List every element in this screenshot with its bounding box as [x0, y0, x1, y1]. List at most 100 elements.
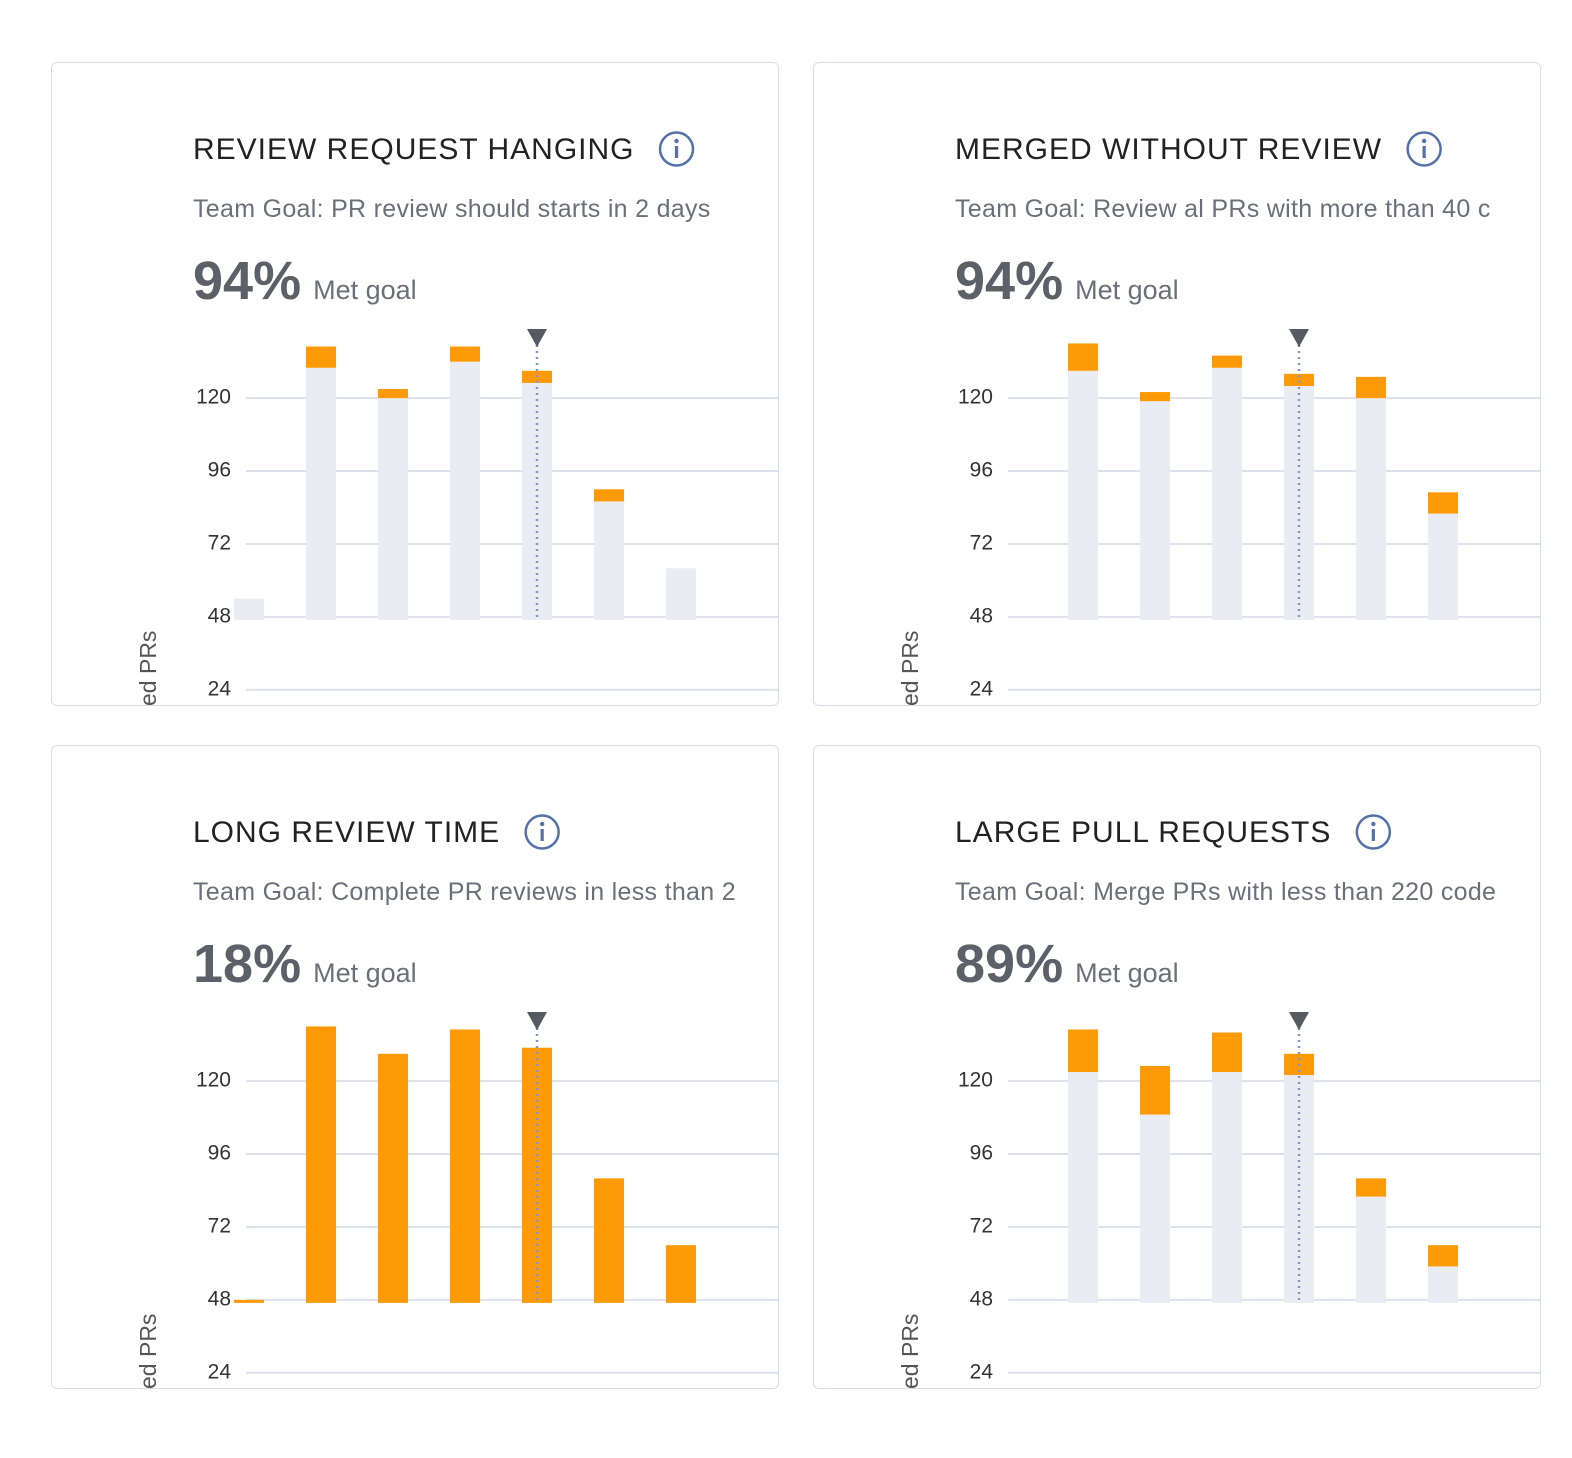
- metric: 94% Met goal: [955, 251, 1179, 311]
- bar-segment: [1356, 398, 1386, 620]
- y-axis-label: ed PRs: [897, 1314, 923, 1388]
- card-title: REVIEW REQUEST HANGING: [193, 133, 635, 166]
- bar-segment: [1140, 401, 1170, 620]
- bar-segment: [1212, 355, 1242, 368]
- bar-segment: [1140, 1114, 1170, 1303]
- y-tick-label: 24: [208, 1360, 232, 1383]
- bar-segment: [666, 1245, 696, 1303]
- info-bar: [1371, 829, 1375, 841]
- bar-segment: [1212, 367, 1242, 620]
- y-tick-label: 120: [196, 1069, 231, 1092]
- bar-segment: [522, 1047, 552, 1303]
- y-tick-label: 120: [196, 386, 231, 409]
- metric: 89% Met goal: [955, 934, 1179, 994]
- info-dot: [674, 138, 679, 144]
- card-title: LONG REVIEW TIME: [193, 816, 500, 849]
- metric-value: 18%: [193, 934, 301, 994]
- bar-segment: [594, 1178, 624, 1303]
- bar-segment: [378, 1053, 408, 1303]
- bar-segment: [450, 361, 480, 620]
- bar-segment: [1284, 373, 1314, 386]
- bar-segment: [1212, 1032, 1242, 1073]
- bar-segment: [306, 367, 336, 620]
- metric-value: 94%: [955, 251, 1063, 311]
- y-tick-label: 96: [970, 459, 993, 482]
- card-subtitle: Team Goal: Complete PR reviews in less t…: [193, 878, 736, 906]
- chart: MERGED WITHOUT REVIEW Team Goal: Review a…: [897, 131, 1540, 705]
- metric: 94% Met goal: [193, 251, 417, 311]
- bar-segment: [306, 346, 336, 368]
- bar-segment: [1140, 392, 1170, 402]
- bar-segment: [594, 489, 624, 502]
- y-tick-label: 24: [970, 1360, 994, 1383]
- chart-card: REVIEW REQUEST HANGING Team Goal: PR revi…: [51, 62, 779, 706]
- info-bar: [540, 829, 544, 841]
- bar-segment: [1356, 1196, 1386, 1303]
- card-subtitle: Team Goal: Merge PRs with less than 220 …: [955, 878, 1496, 906]
- y-tick-label: 72: [970, 1215, 993, 1238]
- y-tick-label: 72: [208, 532, 231, 555]
- card-title: LARGE PULL REQUESTS: [955, 816, 1331, 849]
- info-dot: [1371, 821, 1376, 827]
- chart: REVIEW REQUEST HANGING Team Goal: PR revi…: [135, 131, 778, 705]
- info-circle: [524, 814, 560, 850]
- marker-triangle: [527, 1012, 547, 1030]
- bar-segment: [378, 389, 408, 399]
- y-tick-label: 96: [208, 1142, 231, 1165]
- chart-card: LONG REVIEW TIME Team Goal: Complete PR r…: [51, 745, 779, 1389]
- info-circle: [1355, 814, 1392, 850]
- card-title: MERGED WITHOUT REVIEW: [955, 133, 1382, 166]
- bar-segment: [234, 1299, 264, 1303]
- info-dot: [1421, 138, 1427, 144]
- info-bar: [674, 146, 679, 158]
- bar-segment: [1068, 370, 1098, 620]
- bar-segment: [1356, 1178, 1386, 1197]
- y-tick-label: 96: [208, 459, 231, 482]
- bar-segment: [1428, 492, 1458, 514]
- info-circle: [1406, 131, 1442, 167]
- bar-segment: [1068, 343, 1098, 371]
- marker-triangle: [1289, 1012, 1309, 1030]
- bar-segment: [1428, 1245, 1458, 1267]
- y-tick-label: 48: [208, 1287, 231, 1310]
- marker-triangle: [527, 329, 547, 347]
- y-axis-label: ed PRs: [135, 631, 161, 705]
- y-tick-label: 72: [970, 532, 993, 555]
- y-axis-label: ed PRs: [897, 631, 923, 705]
- metric-label: Met goal: [313, 275, 417, 305]
- bar-segment: [1356, 376, 1386, 399]
- chart: LONG REVIEW TIME Team Goal: Complete PR r…: [135, 814, 778, 1388]
- bar-segment: [234, 598, 264, 620]
- bar-segment: [666, 568, 696, 620]
- metric-value: 94%: [193, 251, 301, 311]
- bar-segment: [1428, 1266, 1458, 1303]
- info-icon[interactable]: [658, 131, 695, 167]
- y-tick-label: 24: [970, 677, 994, 700]
- bar-segment: [306, 1026, 336, 1303]
- marker-triangle: [1289, 329, 1309, 347]
- info-dot: [539, 821, 545, 827]
- bar-segment: [594, 501, 624, 620]
- y-tick-label: 120: [958, 386, 993, 409]
- metric-label: Met goal: [313, 958, 417, 988]
- bar-segment: [450, 1029, 480, 1303]
- info-icon[interactable]: [524, 814, 560, 850]
- info-icon[interactable]: [1406, 131, 1442, 167]
- chart-card: MERGED WITHOUT REVIEW Team Goal: Review a…: [813, 62, 1541, 706]
- metric-value: 89%: [955, 934, 1063, 994]
- y-tick-label: 120: [958, 1069, 993, 1092]
- y-tick-label: 48: [970, 604, 993, 627]
- bar-segment: [1212, 1072, 1242, 1303]
- bar-segment: [450, 346, 480, 362]
- card-subtitle: Team Goal: PR review should starts in 2 …: [193, 195, 711, 223]
- y-tick-label: 72: [208, 1215, 231, 1238]
- y-tick-label: 48: [970, 1287, 993, 1310]
- info-icon[interactable]: [1355, 814, 1392, 850]
- y-axis-label: ed PRs: [135, 1314, 161, 1388]
- card-subtitle: Team Goal: Review al PRs with more than …: [955, 195, 1491, 223]
- chart: LARGE PULL REQUESTS Team Goal: Merge PRs …: [897, 814, 1540, 1388]
- metric: 18% Met goal: [193, 934, 417, 994]
- info-circle: [658, 131, 695, 167]
- bar-segment: [1068, 1072, 1098, 1303]
